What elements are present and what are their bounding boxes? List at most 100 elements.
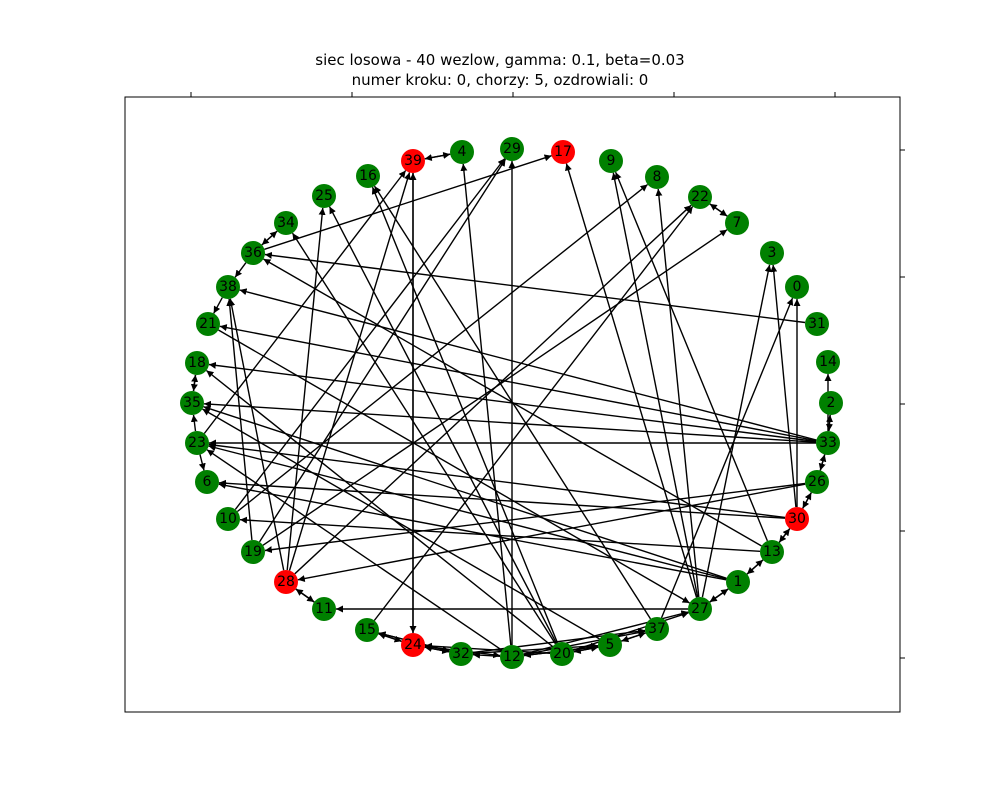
node-label: 6 — [203, 474, 212, 490]
node-label: 7 — [733, 215, 742, 231]
node-16: 16 — [356, 164, 380, 188]
node-0: 0 — [785, 275, 809, 299]
node-1: 1 — [726, 570, 750, 594]
node-label: 24 — [404, 637, 422, 653]
node-4: 4 — [450, 140, 474, 164]
edge-30-13 — [778, 528, 791, 543]
node-6: 6 — [195, 470, 219, 494]
node-24: 24 — [401, 633, 425, 657]
node-10: 10 — [216, 507, 240, 531]
node-label: 25 — [315, 188, 333, 204]
node-15: 15 — [355, 618, 379, 642]
edge-37-0 — [660, 297, 794, 619]
node-12: 12 — [500, 645, 524, 669]
node-label: 37 — [648, 621, 666, 637]
edge-7-22 — [709, 203, 728, 217]
node-circle-healthy — [725, 211, 749, 235]
node-circle-infected — [551, 140, 575, 164]
node-circle-healthy — [816, 350, 840, 374]
node-26: 26 — [805, 470, 829, 494]
edge-4-39 — [424, 153, 451, 161]
node-circle-healthy — [312, 184, 336, 208]
edge-1-27 — [709, 588, 729, 603]
node-circle-healthy — [185, 431, 209, 455]
node-circle-healthy — [274, 211, 298, 235]
edge-26-19 — [264, 482, 806, 554]
node-label: 38 — [219, 279, 237, 295]
node-circle-healthy — [805, 312, 829, 336]
edge-33-35 — [203, 400, 817, 443]
edge-23-39 — [203, 170, 407, 434]
node-circle-healthy — [645, 165, 669, 189]
edge-20-27 — [573, 611, 689, 651]
node-circle-healthy — [241, 241, 265, 265]
node-circle-healthy — [355, 618, 379, 642]
edge-12-37 — [523, 629, 646, 656]
node-7: 7 — [725, 211, 749, 235]
node-27: 27 — [688, 597, 712, 621]
edge-12-4 — [460, 163, 512, 646]
edge-1-23 — [208, 444, 727, 580]
node-circle-healthy — [599, 149, 623, 173]
node-circle-healthy — [688, 185, 712, 209]
node-19: 19 — [241, 540, 265, 564]
edge-20-18 — [205, 369, 554, 648]
node-25: 25 — [312, 184, 336, 208]
edge-19-38 — [226, 298, 253, 541]
node-9: 9 — [599, 149, 623, 173]
node-circle-healthy — [550, 642, 574, 666]
node-label: 16 — [359, 168, 377, 184]
node-circle-healthy — [356, 164, 380, 188]
edge-28-22 — [294, 204, 692, 575]
edge-30-23 — [208, 441, 786, 519]
node-circle-healthy — [726, 570, 750, 594]
node-38: 38 — [216, 275, 240, 299]
node-31: 31 — [805, 312, 829, 336]
node-circle-healthy — [196, 312, 220, 336]
node-39: 39 — [401, 149, 425, 173]
edge-23-6 — [198, 454, 206, 471]
node-circle-healthy — [185, 351, 209, 375]
node-circle-infected — [401, 633, 425, 657]
node-circle-healthy — [816, 431, 840, 455]
title-line-1: siec losowa - 40 wezlow, gamma: 0.1, bet… — [315, 51, 685, 69]
edge-2-33 — [825, 414, 833, 432]
node-label: 19 — [244, 544, 262, 560]
edge-23-35 — [190, 414, 198, 432]
node-label: 39 — [404, 153, 422, 169]
node-circle-infected — [785, 507, 809, 531]
node-label: 0 — [793, 279, 802, 295]
node-label: 15 — [358, 622, 376, 638]
node-label: 23 — [188, 435, 206, 451]
edge-1-35 — [203, 405, 727, 579]
node-21: 21 — [196, 312, 220, 336]
edge-5-35 — [202, 408, 600, 640]
edge-12-32 — [472, 651, 501, 659]
edge-layer — [190, 152, 834, 659]
node-label: 5 — [606, 637, 615, 653]
node-label: 32 — [452, 646, 470, 662]
node-label: 36 — [244, 245, 262, 261]
node-label: 14 — [819, 354, 837, 370]
node-label: 27 — [691, 601, 709, 617]
edge-31-36 — [264, 251, 806, 324]
node-label: 12 — [503, 649, 521, 665]
node-20: 20 — [550, 642, 574, 666]
edge-38-21 — [213, 297, 223, 314]
node-17: 17 — [551, 140, 575, 164]
edge-28-25 — [286, 207, 326, 571]
node-label: 3 — [768, 245, 777, 261]
node-28: 28 — [274, 570, 298, 594]
edge-33-21 — [219, 324, 817, 442]
edge-20-34 — [291, 232, 557, 645]
edge-1-6 — [218, 482, 727, 581]
node-2: 2 — [819, 391, 843, 415]
edge-30-3 — [770, 264, 797, 508]
node-circle-healthy — [500, 137, 524, 161]
node-36: 36 — [241, 241, 265, 265]
node-circle-healthy — [216, 507, 240, 531]
node-label: 13 — [763, 544, 781, 560]
node-33: 33 — [816, 431, 840, 455]
edge-13-9 — [614, 171, 769, 542]
